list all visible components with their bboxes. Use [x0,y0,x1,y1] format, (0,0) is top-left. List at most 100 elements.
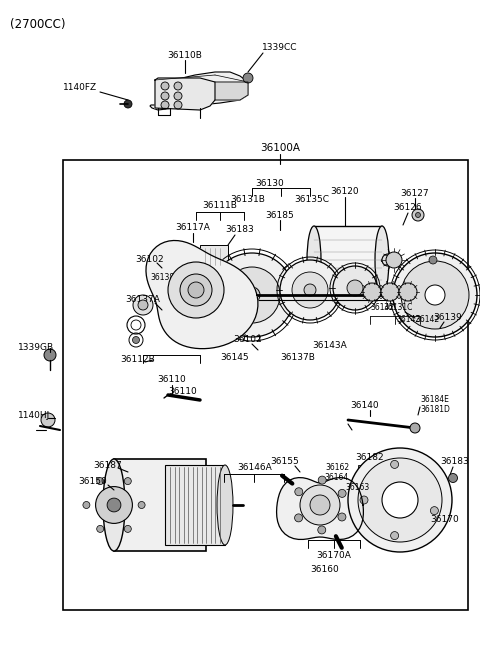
Circle shape [431,506,438,515]
Text: 36142: 36142 [370,303,394,312]
Text: 36102: 36102 [136,255,164,265]
Text: 36137A: 36137A [126,295,160,305]
Circle shape [96,487,132,523]
Circle shape [391,460,398,468]
Text: 36126: 36126 [394,204,422,212]
Text: 36181D: 36181D [420,405,450,413]
Circle shape [168,262,224,318]
Circle shape [300,485,340,525]
Text: 36150: 36150 [79,477,108,487]
Text: 1140FZ: 1140FZ [63,83,97,92]
Circle shape [228,286,236,294]
Circle shape [96,477,104,485]
Text: 36110: 36110 [157,375,186,384]
Circle shape [188,282,204,298]
Ellipse shape [307,226,321,294]
Text: 36120: 36120 [331,187,360,196]
Circle shape [124,525,132,533]
Text: (2700CC): (2700CC) [10,18,65,31]
Text: 36160: 36160 [311,565,339,574]
Text: 36145: 36145 [221,352,249,362]
Bar [358,465,426,507]
Text: 36185: 36185 [265,210,294,219]
Circle shape [381,283,399,301]
Text: 36112B: 36112B [120,356,155,364]
Text: 36184E: 36184E [420,394,449,403]
Bar [200,245,228,267]
Text: 36182: 36182 [356,453,384,462]
Circle shape [399,283,417,301]
Text: 36142: 36142 [415,316,439,324]
Text: 36163: 36163 [346,483,370,493]
Polygon shape [276,477,363,540]
Circle shape [416,212,420,217]
Text: 36111B: 36111B [203,200,238,210]
Circle shape [425,285,445,305]
Ellipse shape [217,465,233,545]
Circle shape [318,526,326,534]
Circle shape [174,82,182,90]
Bar [314,226,382,294]
Polygon shape [146,240,258,348]
Circle shape [161,82,169,90]
Circle shape [333,266,377,310]
Circle shape [391,532,398,540]
Circle shape [180,274,212,306]
Circle shape [174,92,182,100]
Bar [165,465,225,545]
Bar [148,270,184,284]
Text: 36110B: 36110B [168,50,203,60]
Text: 36137B: 36137B [281,352,315,362]
Circle shape [124,477,132,485]
Text: 36142: 36142 [396,316,420,324]
Circle shape [304,284,316,296]
Circle shape [295,488,303,496]
Text: 36164: 36164 [325,474,349,483]
Text: 36117A: 36117A [176,223,210,233]
Text: 36131B: 36131B [230,195,265,204]
Circle shape [161,92,169,100]
Circle shape [44,349,56,361]
Circle shape [382,254,394,266]
Text: 36131C: 36131C [384,303,413,312]
Circle shape [348,448,452,552]
Text: 1140HJ: 1140HJ [18,411,50,419]
Circle shape [41,413,55,427]
Text: 1339GB: 1339GB [18,343,54,352]
Circle shape [96,525,104,533]
Polygon shape [155,78,215,110]
Circle shape [161,101,169,109]
Text: 36139: 36139 [433,314,462,322]
Circle shape [318,476,326,484]
Circle shape [243,73,253,83]
Circle shape [382,482,418,518]
Circle shape [210,253,294,337]
Circle shape [338,513,346,521]
Text: 36170A: 36170A [317,550,351,559]
Circle shape [360,496,368,504]
Text: 36110: 36110 [168,388,197,396]
Circle shape [174,101,182,109]
Text: 36183: 36183 [441,457,469,466]
Text: 36146A: 36146A [238,464,272,472]
Text: 36143A: 36143A [312,341,348,350]
Circle shape [429,256,437,264]
Text: 36135C: 36135C [295,195,329,204]
Circle shape [83,502,90,508]
Ellipse shape [375,226,389,294]
Circle shape [386,252,402,268]
Ellipse shape [103,459,125,551]
Text: 36100A: 36100A [260,143,300,153]
Circle shape [310,495,330,515]
Text: 36162: 36162 [325,464,349,472]
Circle shape [410,423,420,433]
Bar [114,459,206,551]
Circle shape [244,287,260,303]
Text: 36187: 36187 [94,460,122,470]
Text: 36127: 36127 [401,189,429,198]
Polygon shape [150,72,248,110]
Text: 36138A: 36138A [150,272,180,282]
Circle shape [363,283,381,301]
Text: 1339CC: 1339CC [262,43,298,52]
Circle shape [338,489,346,497]
